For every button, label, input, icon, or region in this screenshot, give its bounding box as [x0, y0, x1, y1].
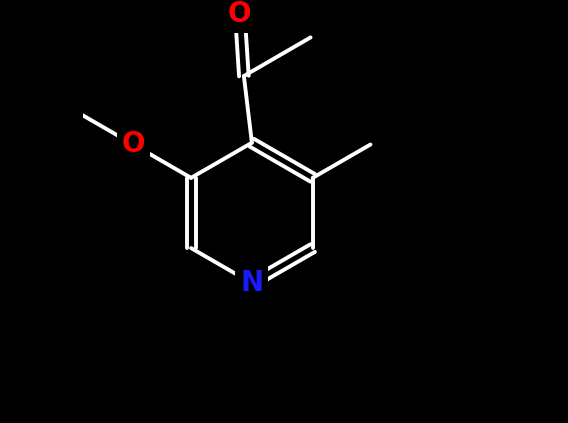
Text: O: O — [122, 130, 145, 159]
Text: N: N — [240, 269, 264, 297]
Text: O: O — [228, 0, 252, 28]
